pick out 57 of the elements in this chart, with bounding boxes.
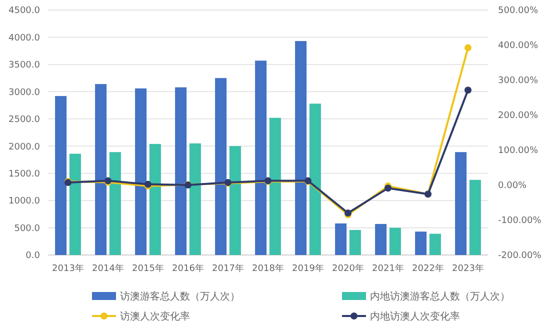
y-tick-label: 2500.0 — [8, 115, 40, 126]
y-tick-label: 3000.0 — [8, 88, 40, 98]
x-tick-label: 2021年 — [372, 263, 404, 274]
x-tick-label: 2013年 — [52, 263, 84, 274]
y-tick-label: 4500.0 — [8, 6, 40, 16]
bar — [149, 144, 161, 255]
x-tick-label: 2015年 — [132, 263, 164, 274]
x-tick-label: 2017年 — [212, 263, 244, 274]
bar — [349, 230, 361, 255]
y2-tick-label: 200.00% — [498, 111, 538, 122]
x-tick-label: 2020年 — [332, 263, 364, 274]
bar — [415, 232, 427, 255]
y2-tick-label: 300.00% — [498, 76, 538, 86]
bar — [95, 84, 107, 255]
bar — [269, 118, 281, 255]
bar — [109, 152, 121, 255]
bar — [175, 87, 187, 255]
x-tick-label: 2016年 — [172, 263, 204, 274]
y2-tick-label: -200.00% — [498, 251, 542, 262]
bar — [215, 78, 227, 255]
x-tick-label: 2018年 — [252, 263, 284, 274]
bar — [229, 146, 241, 255]
bar — [295, 41, 307, 255]
y2-tick-label: -100.00% — [498, 216, 542, 226]
y2-tick-label: 100.00% — [498, 146, 538, 156]
y-tick-label: 1500.0 — [8, 169, 40, 180]
y-tick-label: 3500.0 — [8, 60, 40, 71]
point — [464, 86, 472, 94]
y2-tick-label: 400.00% — [498, 41, 538, 52]
bar — [389, 228, 401, 255]
bar — [189, 143, 201, 255]
point — [464, 44, 472, 52]
bar — [455, 152, 467, 255]
legend-label: 访澳人次变化率 — [120, 310, 190, 322]
x-tick-label: 2022年 — [412, 263, 444, 274]
bar — [135, 88, 147, 255]
x-tick-label: 2014年 — [92, 263, 124, 274]
bar — [255, 60, 267, 255]
bar — [335, 223, 347, 255]
legend-label: 访澳游客总人数（万人次） — [120, 290, 240, 302]
y-tick-label: 0.0 — [26, 251, 40, 262]
y-tick-label: 1000.0 — [8, 196, 40, 207]
y2-tick-label: 0.00% — [498, 181, 528, 192]
x-tick-label: 2019年 — [292, 263, 324, 274]
y2-tick-label: 500.00% — [498, 6, 538, 16]
bar — [469, 180, 481, 255]
bar — [309, 104, 321, 255]
y-tick-label: 4000.0 — [8, 33, 40, 44]
bar — [55, 96, 67, 255]
legend-label: 内地访澳人次变化率 — [370, 310, 460, 322]
y-tick-label: 500.0 — [14, 224, 40, 234]
y-tick-label: 2000.0 — [8, 142, 40, 152]
legend-label: 内地访澳游客总人数（万人次） — [370, 290, 510, 302]
x-tick-label: 2023年 — [452, 263, 484, 274]
bar — [375, 224, 387, 255]
bar — [69, 154, 81, 255]
bar — [429, 234, 441, 255]
